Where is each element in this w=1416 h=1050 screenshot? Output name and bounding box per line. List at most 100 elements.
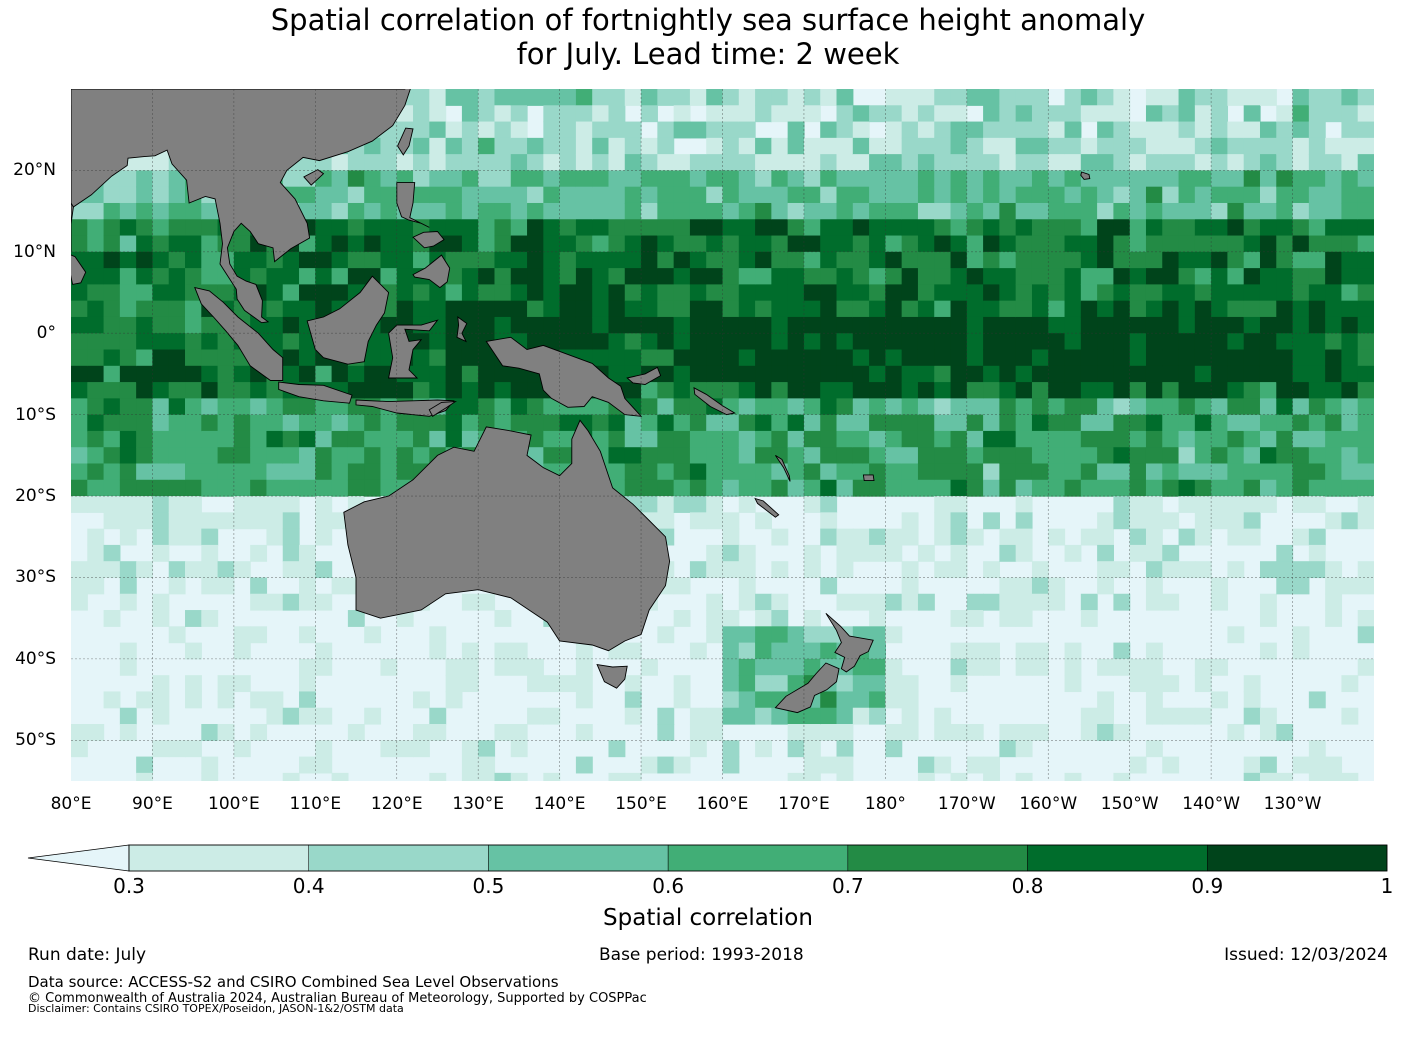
correlation-cell [429,626,447,644]
correlation-cell [575,658,593,676]
correlation-cell [445,137,463,155]
correlation-cell [103,316,121,334]
correlation-cell [1308,463,1326,481]
correlation-cell [299,398,316,416]
correlation-cell [787,642,805,660]
correlation-cell [1080,447,1098,465]
correlation-cell [1259,463,1277,481]
correlation-cell [1162,675,1180,693]
correlation-cell [478,756,496,774]
correlation-cell [1015,251,1033,269]
correlation-cell [787,772,805,781]
correlation-cell [347,724,365,741]
correlation-cell [152,675,170,693]
correlation-cell [820,691,838,709]
correlation-cell [673,105,691,123]
correlation-cell [1015,316,1033,334]
correlation-cell [1292,756,1310,774]
correlation-cell [820,300,838,318]
correlation-cell [282,268,300,285]
correlation-cell [527,398,544,416]
correlation-cell [836,707,854,725]
correlation-cell [217,382,235,399]
graticule [71,89,1374,781]
correlation-cell [87,724,105,741]
correlation-cell [673,365,691,383]
correlation-cell [1080,463,1098,481]
correlation-cell [934,186,952,204]
correlation-cell [820,724,838,741]
correlation-cell [282,479,300,497]
correlation-cell [1113,186,1131,204]
correlation-cell [966,284,984,302]
correlation-cell [657,724,675,741]
correlation-cell [1227,89,1245,106]
correlation-cell [1276,235,1294,253]
correlation-cell [575,105,593,123]
correlation-cell [934,333,952,351]
correlation-cell [689,414,707,432]
correlation-cell [1178,707,1196,725]
correlation-cell [103,479,121,497]
correlation-cell [869,219,886,237]
correlation-cell [641,447,658,465]
correlation-cell [1145,121,1163,139]
correlation-cell [71,463,88,481]
correlation-cell [543,170,561,188]
correlation-cell [347,610,365,627]
correlation-cell [364,382,382,399]
correlation-cell [461,235,479,253]
correlation-cell [1292,496,1310,513]
correlation-cell [1292,463,1310,481]
correlation-cell [119,414,137,432]
correlation-cell [1048,430,1066,448]
correlation-cell [1129,479,1147,497]
correlation-cell [738,349,756,367]
correlation-cell [592,316,610,334]
correlation-cell [1080,300,1098,318]
correlation-cell [119,561,137,579]
correlation-cell [266,479,284,497]
correlation-cell [1292,382,1310,399]
correlation-cell [1194,463,1212,481]
correlation-cell [1259,610,1277,627]
correlation-cell [1113,658,1131,676]
correlation-cell [983,430,1000,448]
correlation-cell [1243,414,1261,432]
java-land [278,381,353,404]
correlation-cell [706,561,724,579]
correlation-cell [282,430,300,448]
correlation-cell [152,544,170,562]
correlation-cell [87,349,105,367]
correlation-cell [820,219,838,237]
correlation-cell [836,463,854,481]
correlation-cell [771,430,789,448]
correlation-cell [185,561,202,579]
correlation-cell [706,235,724,253]
correlation-cell [543,268,561,285]
correlation-cell [445,219,463,237]
correlation-cell [706,382,724,399]
correlation-cell [1145,349,1163,367]
correlation-cell [1292,202,1310,220]
correlation-cell [136,414,154,432]
correlation-cell [950,512,968,530]
correlation-cell [1357,154,1374,172]
correlation-cell [413,333,430,351]
correlation-cell [282,284,300,302]
correlation-cell [266,284,284,302]
correlation-cell [983,463,1000,481]
correlation-cell [380,219,398,237]
correlation-cell [1357,121,1374,139]
correlation-cell [1243,365,1261,383]
correlation-cell [1031,219,1049,237]
correlation-cell [1064,89,1082,106]
correlation-cell [934,284,952,302]
correlation-cell [266,430,284,448]
correlation-cell [185,447,202,465]
correlation-cell [1259,430,1277,448]
correlation-cell [331,186,349,204]
correlation-cell [1227,512,1245,530]
correlation-cell [755,512,772,530]
correlation-cell [347,268,365,285]
